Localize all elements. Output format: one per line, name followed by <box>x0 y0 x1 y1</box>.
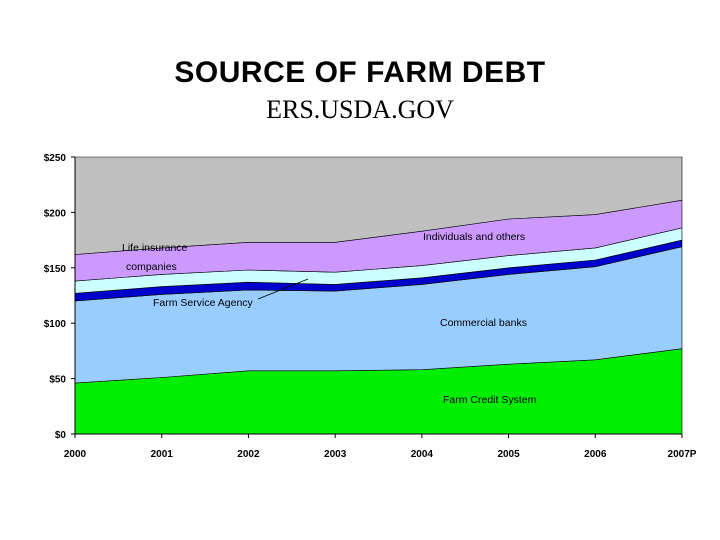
fsa-leader-line <box>257 278 309 300</box>
area-series-group <box>74 156 683 435</box>
x-tick-label: 2005 <box>497 449 520 460</box>
y-tick-label: $50 <box>49 375 66 386</box>
annotation-farm-service-agency: Farm Service Agency <box>153 297 254 309</box>
y-tick-label: $250 <box>44 153 67 164</box>
y-tick-label: $100 <box>44 319 67 330</box>
x-tick-label: 2004 <box>411 449 434 460</box>
remaining-debt-area <box>74 156 683 255</box>
annotation-individuals-and-others: Individuals and others <box>423 231 525 243</box>
x-tick-label: 2006 <box>584 449 607 460</box>
x-tick-label: 2003 <box>324 449 347 460</box>
annotation-commercial-banks: Commercial banks <box>440 317 527 329</box>
annotation-companies: companies <box>126 261 177 273</box>
x-tick-label: 2001 <box>151 449 174 460</box>
chart-axes: $0 $50 $100 $150 $200 $250 2000 2001 2002 2003 200… <box>44 153 697 460</box>
annotation-farm-credit-system: Farm Credit System <box>443 394 537 406</box>
y-tick-label: $0 <box>55 430 67 441</box>
annotation-life-insurance: Life insurance <box>122 242 188 254</box>
x-tick-label: 2000 <box>64 449 87 460</box>
chart-subtitle: ERS.USDA.GOV <box>266 95 454 124</box>
y-tick-label: $150 <box>44 264 67 275</box>
chart-title: SOURCE OF FARM DEBT <box>174 56 546 89</box>
x-tick-label: 2002 <box>237 449 260 460</box>
x-tick-label: 2007P <box>668 449 697 460</box>
y-tick-label: $200 <box>44 208 67 219</box>
annotation-group: Life insurance companies Individuals and o… <box>122 231 537 406</box>
